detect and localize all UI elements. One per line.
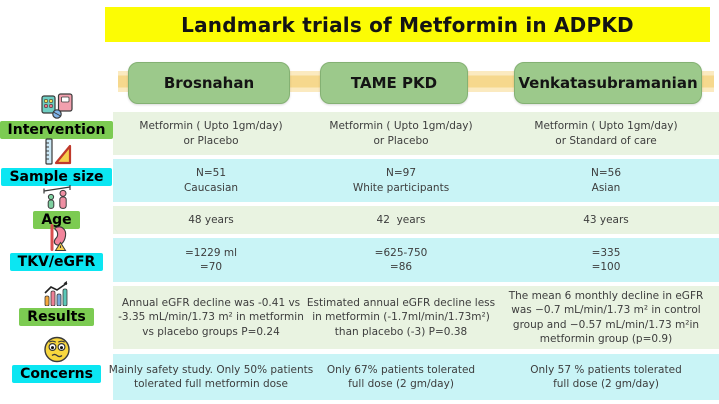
cell-text: Metformin ( Upto 1gm/day) or Placebo xyxy=(139,120,283,147)
row-header-age: Age xyxy=(0,185,113,229)
cell-text: N=56 Asian xyxy=(590,167,621,194)
cell-text: N=97 White participants xyxy=(352,167,450,194)
cell-text: Estimated annual eGFR decline less in me… xyxy=(306,297,496,338)
row-intervention: Metformin ( Upto 1gm/day) or Placebo Met… xyxy=(113,112,719,155)
cell-text: 43 years xyxy=(583,213,629,226)
cell-text: Mainly safety study. Only 50% patients t… xyxy=(108,363,314,390)
cell-text: Annual eGFR decline was -0.41 vs -3.35 m… xyxy=(118,297,304,338)
table-cell: Metformin ( Upto 1gm/day) or Placebo xyxy=(309,112,493,155)
table-cell: Metformin ( Upto 1gm/day) or Standard of… xyxy=(493,112,719,155)
cell-text: =625-750 =86 xyxy=(374,246,428,273)
table-cell: The mean 6 monthly decline in eGFR was −… xyxy=(493,286,719,349)
table-cell: Only 67% patients tolerated full dose (2… xyxy=(309,354,493,400)
table-cell: Only 57 % patients tolerated full dose (… xyxy=(493,354,719,400)
page-title: Landmark trials of Metformin in ADPKD xyxy=(105,7,710,42)
cell-text: =335 =100 xyxy=(591,246,621,273)
cell-text: N=51 Caucasian xyxy=(183,167,239,194)
worried-face-icon xyxy=(43,336,70,363)
table-cell: Metformin ( Upto 1gm/day) or Placebo xyxy=(113,112,309,155)
cell-text: 48 years xyxy=(188,213,234,226)
table-cell: Estimated annual eGFR decline less in me… xyxy=(306,286,496,349)
cell-text: Only 57 % patients tolerated full dose (… xyxy=(530,363,682,390)
table-cell: Mainly safety study. Only 50% patients t… xyxy=(109,354,313,400)
row-header-results: Results xyxy=(0,281,113,326)
table-cell: N=51 Caucasian xyxy=(113,159,309,202)
cell-text: =1229 ml =70 xyxy=(184,246,237,273)
cell-text: The mean 6 monthly decline in eGFR was −… xyxy=(508,290,704,345)
table-cell: =1229 ml =70 xyxy=(113,238,309,282)
column-header-tame-pkd: TAME PKD xyxy=(320,62,468,104)
age-icon xyxy=(42,185,71,209)
row-header-concerns: Concerns xyxy=(0,336,113,383)
chart-icon xyxy=(43,281,67,306)
cell-text: Metformin ( Upto 1gm/day) or Placebo xyxy=(329,120,473,147)
row-header-sample-size: Sample size xyxy=(0,138,113,186)
cell-text: 42 years xyxy=(376,213,426,226)
row-results: Annual eGFR decline was -0.41 vs -3.35 m… xyxy=(113,286,719,349)
row-tkv-egfr: =1229 ml =70 =625-750 =86 =335 =100 xyxy=(113,238,719,282)
row-label-tkv-egfr: TKV/eGFR xyxy=(9,253,104,271)
row-sample-size: N=51 Caucasian N=97 White participants N… xyxy=(113,159,719,202)
measurement-icon xyxy=(44,138,71,165)
table-cell: N=97 White participants xyxy=(309,159,493,202)
row-header-intervention: Intervention xyxy=(0,93,114,139)
table-cell: =335 =100 xyxy=(493,238,719,282)
table-cell: 48 years xyxy=(113,206,309,234)
cell-text: Only 67% patients tolerated full dose (2… xyxy=(326,363,476,390)
row-label-intervention: Intervention xyxy=(0,121,114,139)
row-age: 48 years 42 years 43 years xyxy=(113,206,719,234)
row-label-sample-size: Sample size xyxy=(1,168,112,186)
table-cell: 43 years xyxy=(493,206,719,234)
table-cell: =625-750 =86 xyxy=(309,238,493,282)
row-label-concerns: Concerns xyxy=(12,365,101,383)
row-header-tkv-egfr: TKV/eGFR xyxy=(0,224,113,271)
row-concerns: Mainly safety study. Only 50% patients t… xyxy=(109,354,719,400)
cell-text: Metformin ( Upto 1gm/day) or Standard of… xyxy=(534,120,678,147)
column-header-brosnahan: Brosnahan xyxy=(128,62,290,104)
row-label-age: Age xyxy=(33,211,80,229)
table-cell: 42 years xyxy=(309,206,493,234)
table-cell: Annual eGFR decline was -0.41 vs -3.35 m… xyxy=(113,286,309,349)
kidney-icon xyxy=(50,224,66,251)
table-cell: N=56 Asian xyxy=(493,159,719,202)
medication-icon xyxy=(40,93,73,119)
column-header-venkatasubramanian: Venkatasubramanian xyxy=(514,62,702,104)
row-label-results: Results xyxy=(19,308,94,326)
